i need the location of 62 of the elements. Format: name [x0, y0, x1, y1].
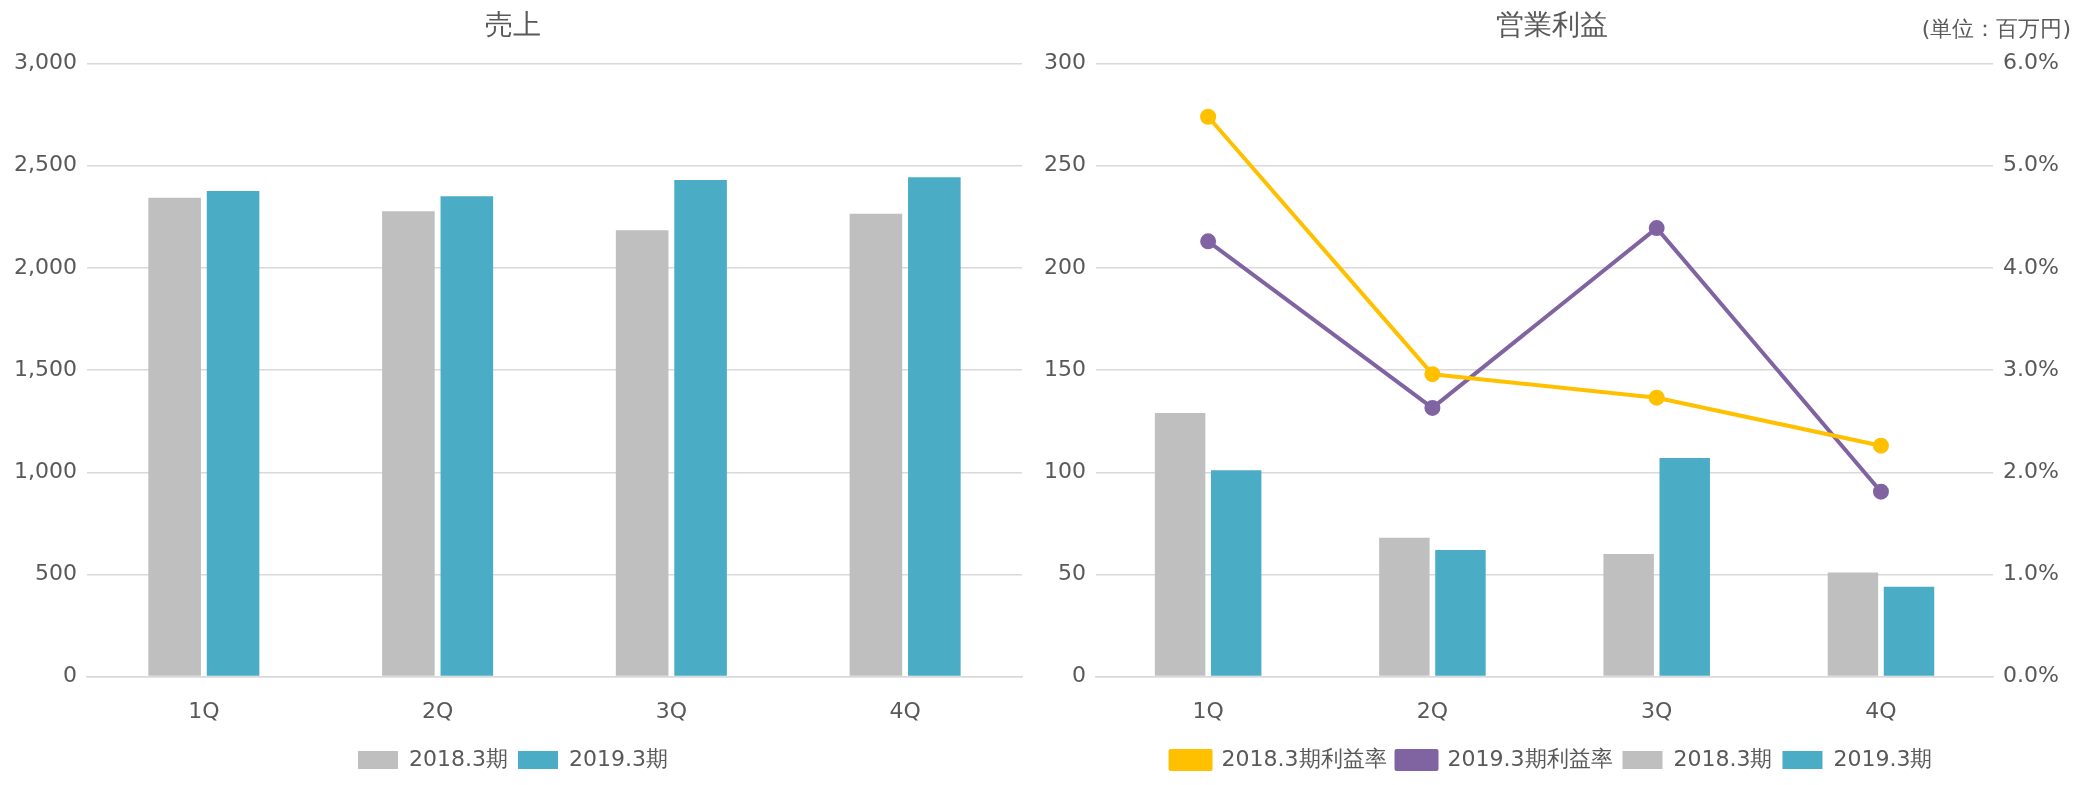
legend-label: 2019.3期	[1833, 745, 1933, 771]
y-tick-label: 3,000	[14, 49, 77, 75]
bar	[1154, 413, 1206, 676]
bar	[1827, 572, 1879, 676]
bar	[908, 177, 961, 676]
y-tick-label: 250	[1043, 151, 1086, 177]
y-tick-label: 1,500	[14, 355, 77, 381]
y2-tick-label: 5.0%	[2003, 151, 2060, 177]
y-tick-label: 2,500	[14, 151, 77, 177]
bar	[1210, 470, 1262, 676]
bar	[674, 180, 727, 676]
y-tick-label: 2,000	[14, 253, 77, 279]
y-tick-label: 300	[1043, 49, 1086, 75]
x-tick-label: 2Q	[1416, 697, 1449, 723]
x-tick-label: 1Q	[188, 697, 220, 723]
point	[1648, 220, 1665, 237]
point	[1872, 437, 1889, 454]
y-tick-label: 200	[1043, 253, 1086, 279]
y2-tick-label: 6.0%	[2003, 49, 2060, 75]
y2-tick-label: 3.0%	[2003, 355, 2060, 381]
bar	[615, 230, 669, 676]
bar	[1883, 586, 1935, 676]
bar	[1603, 554, 1654, 676]
x-tick-label: 4Q	[1865, 697, 1897, 723]
bar	[1435, 549, 1486, 676]
x-tick-label: 4Q	[889, 697, 921, 723]
y-tick-label: 1,000	[14, 457, 77, 483]
point	[1648, 389, 1665, 406]
bar	[1379, 537, 1430, 676]
y-tick-label: 100	[1043, 457, 1086, 483]
y2-tick-label: 2.0%	[2003, 457, 2060, 483]
point	[1424, 366, 1441, 383]
bar	[148, 197, 201, 676]
bar	[1659, 457, 1710, 676]
point	[1872, 483, 1889, 500]
point	[1200, 108, 1217, 125]
y-tick-label: 150	[1043, 355, 1086, 381]
x-tick-label: 3Q	[1641, 697, 1673, 723]
legend-label: 2019.3期	[569, 745, 668, 771]
bar	[849, 213, 903, 676]
bar	[206, 190, 260, 676]
bar	[382, 211, 435, 676]
point	[1200, 233, 1217, 250]
y-tick-label: 0	[1071, 662, 1086, 688]
y-tick-label: 0	[62, 662, 77, 688]
y2-tick-label: 4.0%	[2003, 253, 2060, 279]
text: (単位：百万円)	[1921, 15, 2071, 41]
legend-label: 2018.3期	[1673, 745, 1773, 771]
y2-tick-label: 1.0%	[2003, 560, 2060, 586]
y-tick-label: 50	[1057, 560, 1086, 586]
chart-title: 売上	[485, 8, 541, 42]
legend-label: 2019.3期利益率	[1447, 745, 1613, 771]
y-tick-label: 500	[34, 560, 77, 586]
legend-label: 2018.3期利益率	[1221, 745, 1387, 771]
bar	[440, 196, 494, 676]
x-tick-label: 1Q	[1192, 697, 1224, 723]
x-tick-label: 3Q	[655, 697, 688, 723]
chart-title: 営業利益	[1495, 8, 1608, 42]
x-tick-label: 2Q	[421, 697, 454, 723]
point	[1424, 399, 1441, 416]
y2-tick-label: 0.0%	[2003, 662, 2060, 688]
legend-label: 2018.3期	[409, 745, 509, 771]
